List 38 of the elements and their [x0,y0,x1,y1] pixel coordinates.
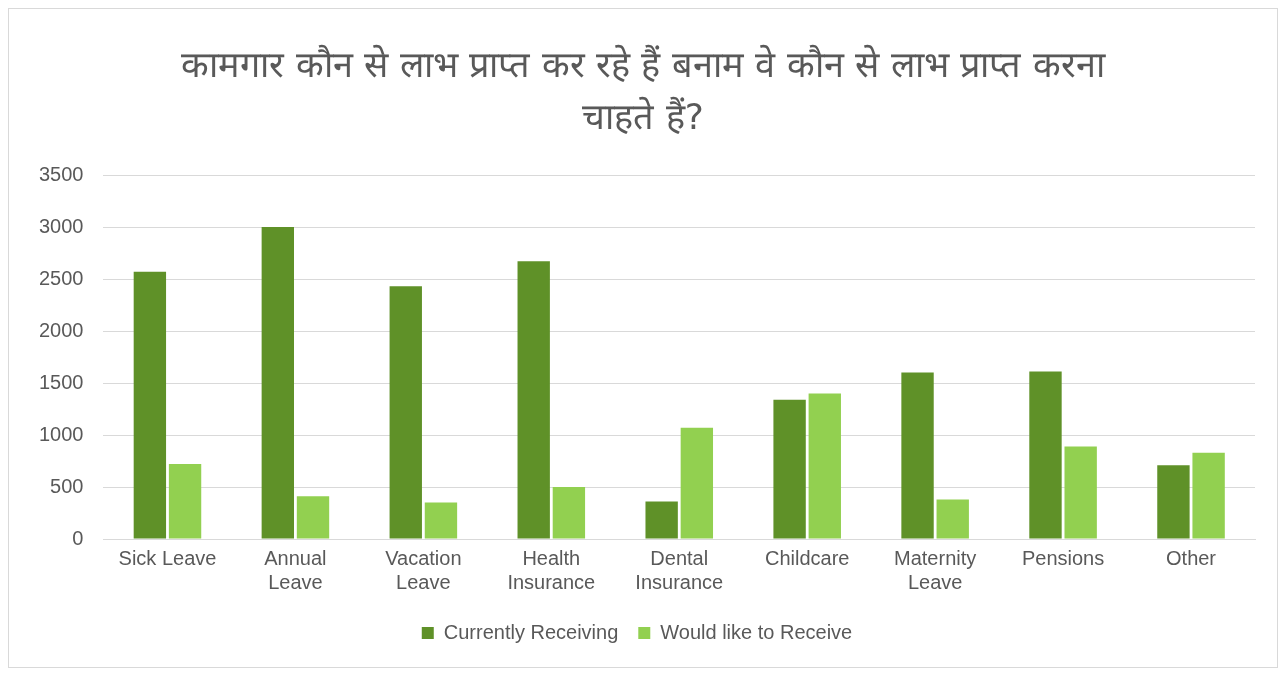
legend-label: Currently Receiving [443,620,619,643]
bar [261,227,294,539]
bar [552,487,586,539]
bar [1192,452,1225,539]
bar [808,393,841,539]
y-tick-label: 3500 [38,162,84,185]
x-tick-label: Maternity Leave [894,546,977,593]
x-tick-label: Vacation Leave [385,546,462,593]
bar [517,261,550,539]
bar [1064,446,1097,539]
y-tick-label: 1500 [38,370,84,393]
bar [424,502,458,539]
bar [680,427,714,539]
bar [133,271,167,539]
bar [389,286,422,539]
bar [168,464,202,539]
bar [773,399,806,539]
x-tick-label: Dental Insurance [635,546,724,593]
bar [296,496,330,539]
legend-label: Would like to Receive [660,620,853,643]
y-tick-label: 0 [72,526,84,549]
x-tick-label: Pensions [1021,546,1105,569]
bar [901,372,934,539]
bar [936,499,969,539]
y-tick-label: 2000 [38,318,84,341]
y-tick-label: 3000 [38,214,84,237]
bar [1157,465,1190,539]
bar [645,501,678,539]
y-tick-label: 1000 [38,422,84,445]
y-tick-label: 500 [50,474,84,497]
chart-title: कामगार कौन से लाभ प्राप्त कर रहे हैं बनाम वे कौन से लाभ प्राप्त करना चाहते हैं? [180,43,1107,139]
x-tick-label: Health Insurance [507,546,596,593]
x-tick-label: Sick Leave [118,546,217,569]
bar [1029,371,1062,539]
x-tick-label: Annual Leave [264,546,327,593]
x-tick-label: Childcare [764,546,850,569]
x-tick-label: Other [1166,546,1217,569]
y-tick-label: 2500 [38,266,84,289]
